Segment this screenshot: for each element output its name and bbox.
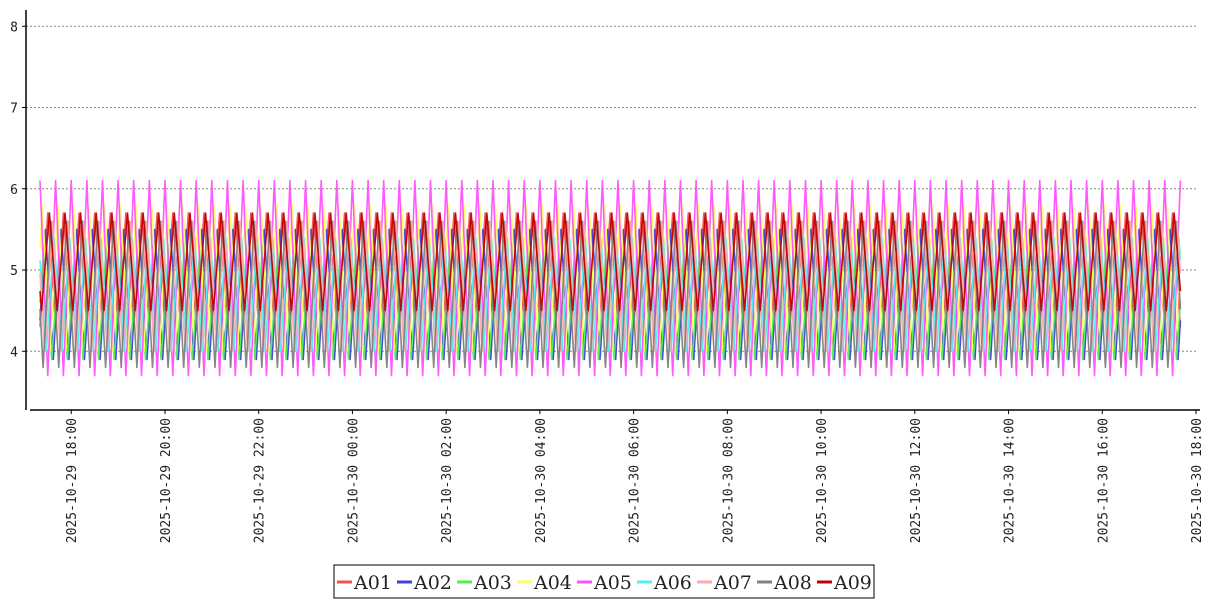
series-layer — [39, 179, 1182, 377]
y-tick-label: 8 — [10, 20, 18, 35]
x-tick-labels: 2025-10-29 18:00 2025-10-29 20:00 2025-10-… — [65, 410, 1205, 543]
legend-label-a01: A01 — [353, 572, 392, 594]
x-tick-label: 2025-10-30 16:00 — [1096, 418, 1111, 543]
y-tick-labels: 4 5 6 7 8 — [10, 20, 26, 360]
legend-label-a03: A03 — [473, 572, 512, 594]
x-tick-label: 2025-10-30 14:00 — [1003, 418, 1018, 543]
x-tick-label: 2025-10-30 04:00 — [534, 418, 549, 543]
y-tick-label: 4 — [10, 345, 18, 360]
x-tick-label: 2025-10-30 08:00 — [721, 418, 736, 543]
x-tick-label: 2025-10-30 12:00 — [909, 418, 924, 543]
series-line-a09 — [39, 212, 1182, 312]
x-tick-label: 2025-10-29 22:00 — [253, 418, 268, 543]
x-tick-label: 2025-10-30 06:00 — [628, 418, 643, 543]
x-tick-label: 2025-10-30 00:00 — [346, 418, 361, 543]
y-tick-label: 5 — [10, 264, 18, 279]
legend: A01 A02 A03 A04 A05 A06 A07 A08 A09 — [333, 564, 875, 599]
x-tick-label: 2025-10-29 20:00 — [159, 418, 174, 543]
x-tick-label: 2025-10-30 10:00 — [815, 418, 830, 543]
axes — [25, 10, 1200, 411]
legend-label-a05: A05 — [593, 572, 632, 594]
legend-label-a08: A08 — [773, 572, 812, 594]
y-tick-label: 7 — [10, 102, 18, 117]
legend-box — [333, 564, 875, 599]
series-line-a07 — [39, 220, 1182, 353]
legend-label-a02: A02 — [413, 572, 452, 594]
x-tick-label: 2025-10-30 18:00 — [1190, 418, 1205, 543]
legend-label-a07: A07 — [713, 572, 752, 594]
legend-label-a04: A04 — [533, 572, 572, 594]
legend-label-a09: A09 — [833, 572, 872, 594]
x-tick-label: 2025-10-30 02:00 — [440, 418, 455, 543]
legend-label-a06: A06 — [653, 572, 692, 594]
y-tick-label: 6 — [10, 183, 18, 198]
x-tick-label: 2025-10-29 18:00 — [65, 418, 80, 543]
